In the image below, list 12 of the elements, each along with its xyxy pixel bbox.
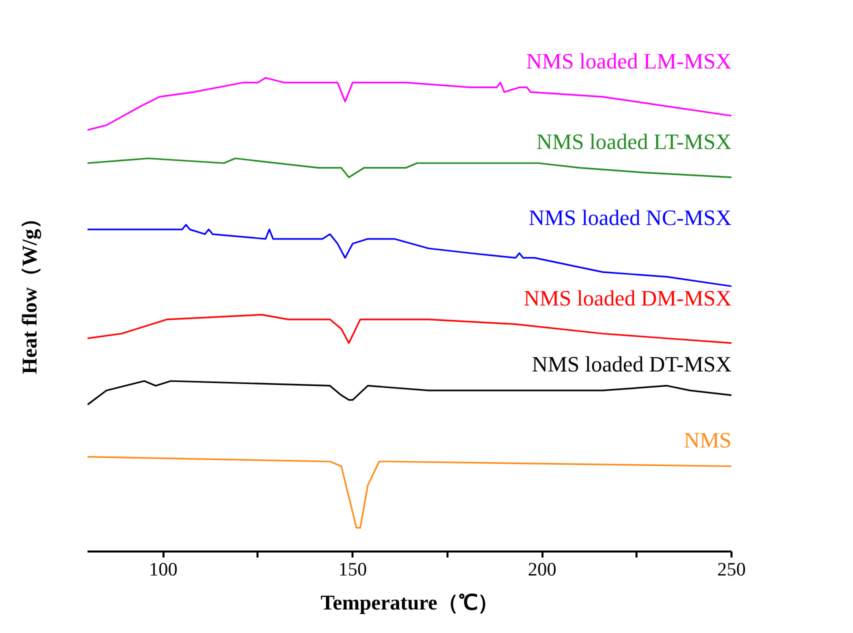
series-label: NMS loaded NC-MSX <box>528 204 732 230</box>
x-tick-label: 250 <box>717 560 746 580</box>
x-tick-label: 100 <box>149 560 178 580</box>
x-tick-label: 150 <box>338 560 367 580</box>
series-label: NMS loaded DM-MSX <box>524 285 732 310</box>
x-tick-label: 200 <box>528 560 556 580</box>
x-axis-title: Temperature（℃） <box>320 590 498 614</box>
series-label: NMS loaded LT-MSX <box>536 129 732 154</box>
series-label: NMS loaded LM-MSX <box>526 48 732 74</box>
series-label: NMS loaded DT-MSX <box>532 352 732 377</box>
y-axis-title: Heat flow（W/g） <box>18 208 42 374</box>
series-label: NMS <box>684 428 732 453</box>
